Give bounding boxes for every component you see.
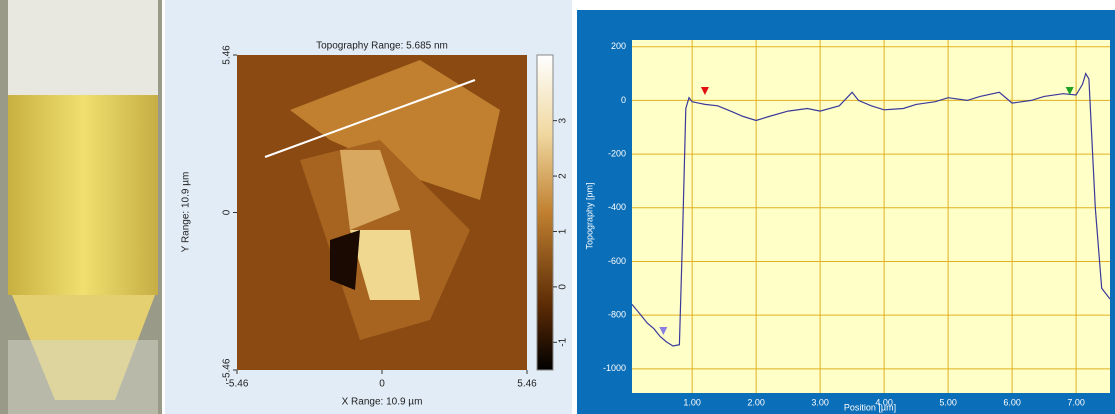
cursor-marker — [1065, 87, 1074, 95]
y-tick-label: -600 — [608, 256, 626, 266]
y-axis-label: Y Range: 10.9 µm — [181, 172, 192, 253]
x-tick-label: 4.00 — [875, 397, 893, 407]
x-axis-label: X Range: 10.9 µm — [342, 397, 423, 408]
y-tick-label: -200 — [608, 148, 626, 158]
colorbar-tick-label: -1 — [558, 337, 569, 346]
x-tick-label: 6.00 — [1003, 397, 1021, 407]
profile-panel — [577, 10, 1115, 414]
y-tick-label: -5.46 — [222, 358, 233, 381]
y-tick-label: -800 — [608, 310, 626, 320]
y-tick-label: 200 — [611, 41, 626, 51]
colorbar-tick-label: 1 — [558, 228, 569, 234]
colorbar-tick-label: 0 — [558, 284, 569, 290]
y-tick-label: 0 — [222, 209, 233, 215]
colorbar-tick-label: 3 — [558, 117, 569, 123]
x-tick-label: 1.00 — [683, 397, 701, 407]
photo — [0, 0, 162, 414]
afm-title: Topography Range: 5.685 nm — [316, 41, 448, 52]
y-tick-label: 0 — [621, 95, 626, 105]
x-tick-label: 7.00 — [1067, 397, 1085, 407]
y-axis-label: Topography [pm] — [584, 182, 594, 249]
y-tick-label: -400 — [608, 202, 626, 212]
x-tick-label: -5.46 — [226, 379, 249, 390]
cursor-marker — [659, 327, 668, 335]
x-tick-label: 5.46 — [517, 379, 537, 390]
colorbar-tick-label: 2 — [558, 173, 569, 179]
x-tick-label: 3.00 — [811, 397, 829, 407]
x-tick-label: 0 — [379, 379, 385, 390]
x-tick-label: 2.00 — [747, 397, 765, 407]
x-tick-label: 5.00 — [939, 397, 957, 407]
afm-panel — [165, 0, 572, 414]
profile-line — [631, 72, 1111, 347]
y-tick-label: 5.46 — [222, 45, 233, 65]
x-axis-label: Position [µm] — [844, 402, 896, 412]
cursor-marker — [700, 87, 709, 95]
y-tick-label: -1000 — [603, 363, 626, 373]
